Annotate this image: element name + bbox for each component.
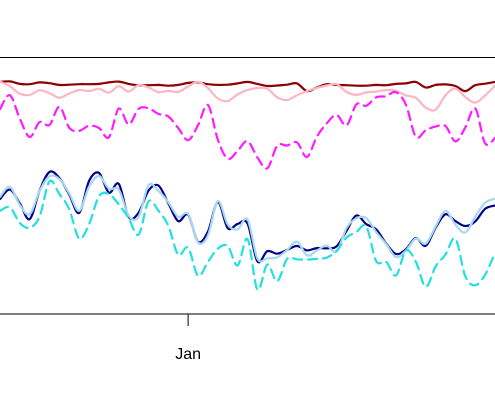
x-axis-ticks: Jan bbox=[175, 314, 201, 363]
series-line-1 bbox=[0, 80, 495, 93]
series-line-4 bbox=[0, 170, 495, 264]
plot-frame bbox=[0, 57, 495, 315]
series-line-2 bbox=[0, 80, 495, 112]
series-layer bbox=[0, 80, 495, 291]
x-tick-label: Jan bbox=[175, 346, 201, 363]
series-line-3 bbox=[0, 90, 495, 170]
series-line-6 bbox=[0, 179, 495, 291]
series-line-5 bbox=[0, 174, 495, 263]
